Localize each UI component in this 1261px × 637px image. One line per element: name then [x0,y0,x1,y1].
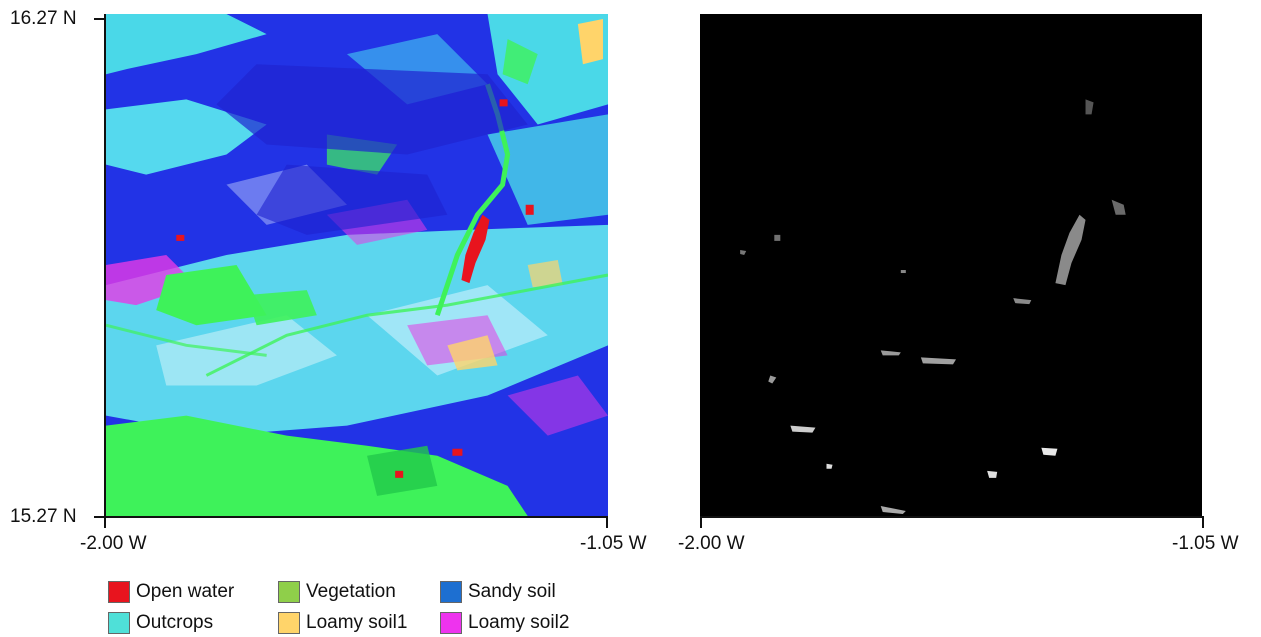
right-x-tick-left [700,518,702,528]
legend-swatch-vegetation [278,581,300,603]
classification-map [106,14,608,516]
left-x-tick-right [606,518,608,528]
legend-item-loamy-soil2: Loamy soil2 [440,609,569,637]
legend-label-loamy-soil1: Loamy soil1 [306,612,408,633]
left-y-axis-line [104,14,106,518]
legend-label-vegetation: Vegetation [306,581,396,602]
legend-item-loamy-soil1: Loamy soil1 [278,609,407,637]
right-x-tick-right [1202,518,1204,528]
legend-swatch-open-water [108,581,130,603]
legend-item-vegetation: Vegetation [278,578,396,606]
right-lon-right-label: -1.05 W [1172,533,1239,554]
legend-item-outcrops: Outcrops [108,609,213,637]
legend-swatch-sandy-soil [440,581,462,603]
left-x-tick-left [104,518,106,528]
legend-swatch-loamy-soil1 [278,612,300,634]
left-x-axis-line [104,516,608,518]
legend-item-open-water: Open water [108,578,234,606]
right-x-axis-line [700,516,1204,518]
legend-label-open-water: Open water [136,581,235,602]
left-y-tick-bottom [94,516,104,518]
water-mask-map [700,14,1202,516]
left-y-tick-top [94,18,104,20]
lat-bottom-label: 15.27 N [10,506,77,527]
legend-label-sandy-soil: Sandy soil [468,581,556,602]
legend-label-outcrops: Outcrops [136,612,214,633]
legend-swatch-loamy-soil2 [440,612,462,634]
land-cover-legend: Open water Vegetation Sandy soil Outcrop… [108,578,608,636]
legend-item-sandy-soil: Sandy soil [440,578,556,606]
left-lon-right-label: -1.05 W [580,533,647,554]
lat-top-label: 16.27 N [10,8,77,29]
left-lon-left-label: -2.00 W [80,533,147,554]
legend-swatch-outcrops [108,612,130,634]
legend-label-loamy-soil2: Loamy soil2 [468,612,570,633]
right-lon-left-label: -2.00 W [678,533,745,554]
